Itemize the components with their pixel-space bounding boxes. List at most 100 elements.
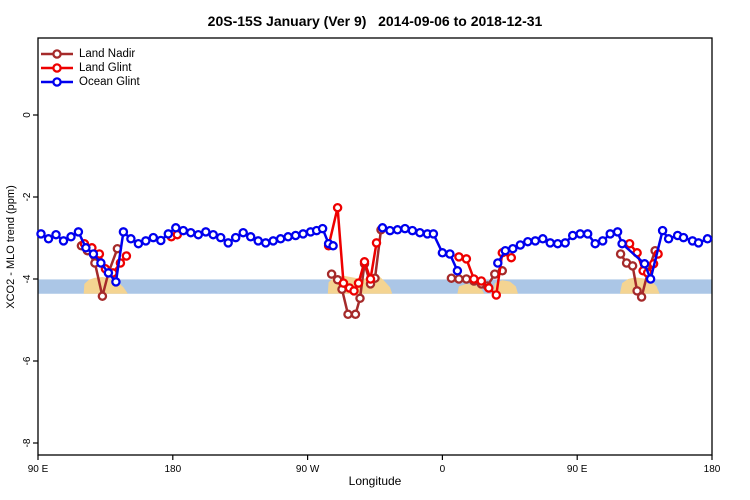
- legend-item-ocean-glint: Ocean Glint: [40, 75, 140, 89]
- x-tick-label: 90 E: [567, 464, 588, 475]
- x-tick-label: 0: [440, 464, 446, 475]
- data-point-marker: [186, 227, 196, 238]
- data-point-marker: [193, 229, 204, 240]
- data-point-marker: [328, 241, 338, 251]
- data-point-marker: [260, 238, 271, 248]
- data-point-marker: [590, 238, 600, 249]
- data-point-marker: [133, 238, 144, 249]
- data-point-marker: [523, 236, 533, 247]
- x-tick-label: 180: [704, 464, 721, 475]
- data-point-marker: [385, 225, 395, 236]
- data-point-marker: [415, 227, 425, 238]
- data-point-marker: [490, 269, 500, 279]
- data-point-marker: [268, 236, 278, 246]
- data-point-marker: [636, 292, 647, 302]
- x-tick-label: 180: [164, 464, 181, 475]
- data-point-marker: [428, 229, 439, 239]
- data-point-marker: [678, 232, 689, 243]
- data-point-marker: [290, 230, 301, 241]
- data-point-marker: [359, 257, 370, 267]
- data-point-marker: [639, 259, 650, 269]
- y-axis-title: XCO2 - MLO trend (ppm): [5, 185, 17, 309]
- data-point-marker: [657, 225, 668, 236]
- data-point-marker: [515, 240, 526, 250]
- data-point-marker: [223, 238, 233, 248]
- data-point-marker: [452, 266, 463, 276]
- legend-label: Ocean Glint: [79, 76, 140, 88]
- data-point-marker: [454, 274, 464, 284]
- data-point-marker: [493, 258, 503, 268]
- data-point-marker: [491, 290, 502, 300]
- data-point-marker: [343, 309, 353, 320]
- y-tick-label: -8: [22, 438, 33, 447]
- data-point-marker: [461, 254, 472, 264]
- data-point-marker: [400, 223, 410, 234]
- data-point-marker: [446, 273, 457, 283]
- y-tick-label: -2: [22, 192, 33, 201]
- legend-item-land-nadir: Land Nadir: [40, 47, 140, 61]
- data-point-marker: [126, 234, 136, 244]
- data-point-marker: [484, 283, 494, 293]
- data-point-marker: [437, 248, 448, 258]
- data-point-marker: [332, 202, 343, 213]
- data-point-marker: [326, 269, 337, 279]
- data-point-marker: [81, 243, 91, 253]
- series-ocean-glint: [36, 223, 713, 287]
- data-point-marker: [148, 232, 159, 243]
- data-point-marker: [66, 232, 76, 242]
- data-point-marker: [73, 227, 84, 237]
- data-point-marker: [121, 251, 132, 261]
- data-point-marker: [627, 261, 638, 271]
- data-point-marker: [156, 235, 166, 246]
- y-tick-label: -6: [22, 356, 33, 365]
- data-point-marker: [530, 236, 541, 246]
- data-point-marker: [141, 236, 151, 246]
- data-point-marker: [298, 229, 308, 239]
- data-point-marker: [51, 229, 61, 240]
- data-point-marker: [353, 278, 364, 288]
- data-point-marker: [283, 232, 293, 242]
- legend-item-land-glint: Land Glint: [40, 61, 140, 75]
- legend-label: Land Nadir: [79, 48, 136, 60]
- data-point-marker: [560, 238, 570, 248]
- data-point-marker: [238, 227, 248, 238]
- data-point-marker: [371, 238, 382, 248]
- data-point-marker: [567, 230, 578, 241]
- data-point-marker: [582, 229, 593, 239]
- ocean-glint-marker-icon: [41, 77, 73, 87]
- y-tick-label: -4: [22, 274, 33, 283]
- data-point-marker: [111, 277, 121, 287]
- data-point-marker: [43, 234, 54, 244]
- data-point-marker: [538, 234, 548, 244]
- x-tick-label: 90 E: [28, 464, 49, 475]
- data-point-marker: [317, 223, 328, 234]
- data-point-marker: [508, 243, 518, 254]
- data-point-marker: [663, 234, 674, 244]
- data-point-marker: [377, 223, 388, 233]
- land-glint-marker-icon: [41, 63, 73, 73]
- data-point-marker: [612, 227, 623, 237]
- data-point-marker: [245, 232, 256, 242]
- data-point-marker: [338, 278, 349, 288]
- terrain-silhouette: [493, 280, 518, 294]
- x-axis-title: Longitude: [348, 474, 402, 488]
- data-point-marker: [36, 229, 46, 239]
- data-point-marker: [445, 249, 455, 259]
- data-point-marker: [702, 234, 713, 244]
- data-point-marker: [253, 236, 263, 246]
- data-point-marker: [178, 225, 189, 236]
- data-point-marker: [500, 245, 511, 256]
- data-point-marker: [407, 225, 418, 236]
- data-point-marker: [632, 286, 642, 296]
- data-point-marker: [506, 252, 517, 263]
- data-point-marker: [476, 276, 487, 286]
- data-point-marker: [392, 225, 403, 235]
- data-point-marker: [88, 249, 99, 259]
- data-point-marker: [597, 236, 608, 246]
- plot-border: [37, 37, 713, 456]
- data-point-marker: [575, 229, 585, 239]
- data-point-marker: [349, 286, 359, 296]
- data-point-marker: [171, 223, 181, 233]
- data-point-marker: [605, 229, 615, 239]
